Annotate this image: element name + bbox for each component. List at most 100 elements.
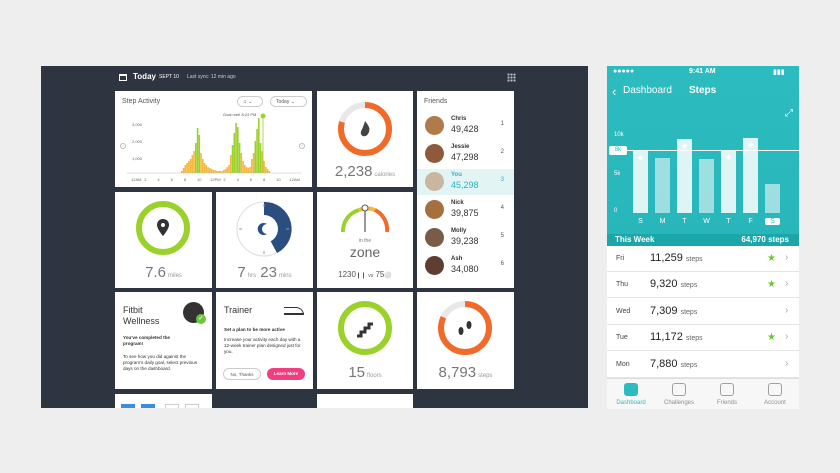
hourly-bar <box>193 151 195 173</box>
tab-friends[interactable]: Friends <box>703 379 751 409</box>
no-thanks-button[interactable]: No, Thanks <box>223 368 261 380</box>
hourly-bar <box>265 167 267 173</box>
day-label: F <box>748 218 753 225</box>
partial-card[interactable] <box>317 394 413 408</box>
steps-card[interactable]: 8,793 steps <box>417 292 514 389</box>
floors-number: 15 <box>348 364 365 381</box>
friend-row[interactable]: You 45,298 3 <box>417 169 514 195</box>
tab-label: Dashboard <box>616 400 646 406</box>
hourly-bar <box>223 170 225 173</box>
wellness-card[interactable]: Fitbit Wellness ✓ You've completed the p… <box>115 292 212 389</box>
hourly-bar <box>256 129 258 173</box>
step-activity-card[interactable]: Step Activity ♫ ⌄ Today ⌄ Goal met! 8:24… <box>115 91 312 187</box>
floors-card[interactable]: 15 floors <box>317 292 413 389</box>
tab-challenges[interactable]: Challenges <box>655 379 703 409</box>
zone-left-value: 1230 <box>338 270 356 279</box>
partial-card[interactable] <box>115 394 212 408</box>
zone-card[interactable]: in the zone 1230❙❙ vs 75⚪ <box>317 192 413 288</box>
day-bar[interactable] <box>655 157 670 213</box>
tab-bar: Dashboard Challenges Friends Account <box>607 378 799 409</box>
trainer-card[interactable]: Trainer Set a plan to be more active Inc… <box>216 292 313 389</box>
hourly-bar <box>242 161 244 173</box>
hourly-bar <box>200 153 202 173</box>
friends-card[interactable]: Friends Chris 49,428 1 Jessie 47,298 2 You 45,2… <box>417 91 514 288</box>
hourly-bar <box>224 169 227 173</box>
chart-next-button[interactable]: › <box>299 143 305 149</box>
zone-vs: vs <box>368 273 374 279</box>
friend-row[interactable]: Molly 39,238 5 <box>417 225 514 251</box>
day-bar[interactable] <box>765 184 780 213</box>
day-bar[interactable] <box>633 150 648 213</box>
day-row[interactable]: Thu 9,320 steps ★ › <box>607 272 799 299</box>
learn-more-button[interactable]: Learn More <box>267 368 305 380</box>
day-bar[interactable] <box>721 149 736 213</box>
calendar-icon[interactable] <box>119 74 127 81</box>
shoe-icon <box>284 307 304 315</box>
sleep-minutes: 23 <box>260 264 277 281</box>
row-steps: 11,172 <box>650 331 683 344</box>
friend-row[interactable]: Ash 34,080 6 <box>417 253 514 279</box>
phone-app: ●●●●● 9:41 AM ▮▮▮ ‹ Dashboard Steps ⤢ 10… <box>607 66 799 409</box>
hourly-bar <box>219 171 222 173</box>
steps-ring <box>438 301 492 355</box>
fork-knife-icon: ❙❙ <box>355 273 366 279</box>
x-tick: 8 <box>183 177 187 182</box>
day-row[interactable]: Mon 7,880 steps › <box>607 352 799 378</box>
hourly-bar <box>209 168 211 173</box>
row-day: Mon <box>616 360 630 368</box>
sleep-card[interactable]: 7 hrs 23 mins <box>216 192 313 288</box>
zone-right-value: 75 <box>375 270 385 279</box>
hourly-bar <box>233 133 236 173</box>
check-icon: ✓ <box>196 314 206 324</box>
day-bar[interactable] <box>699 159 714 213</box>
friend-rank: 5 <box>500 233 504 239</box>
calories-card[interactable]: 2,238 calories <box>317 91 413 187</box>
day-label: S <box>638 218 643 225</box>
trainer-title: Trainer <box>224 305 253 315</box>
hourly-bar <box>235 123 237 173</box>
distance-card[interactable]: 7.6 miles <box>115 192 212 288</box>
signal-icon: ●●●●● <box>613 68 635 75</box>
sleep-hours: 7 <box>237 264 246 281</box>
tab-account[interactable]: Account <box>751 379 799 409</box>
sleep-minutes-unit: mins <box>278 273 292 279</box>
day-row[interactable]: Tue 11,172 steps ★ › <box>607 325 799 352</box>
chevron-right-icon: › <box>785 252 789 263</box>
avatar <box>425 172 444 191</box>
friend-row[interactable]: Nick 39,875 4 <box>417 197 514 223</box>
back-chevron-icon[interactable]: ‹ <box>612 84 617 99</box>
tab-dashboard[interactable]: Dashboard <box>607 379 655 409</box>
hourly-bar <box>212 170 215 173</box>
friend-rank: 2 <box>500 149 504 155</box>
chart-prev-button[interactable]: ‹ <box>120 143 126 149</box>
day-row[interactable]: Fri 11,259 steps ★ › <box>607 246 799 272</box>
row-value: 7,309 steps <box>650 305 697 317</box>
floors-unit: floors <box>367 373 382 379</box>
hourly-bar <box>254 141 257 173</box>
row-value: 11,172 steps <box>650 331 703 343</box>
expand-icon[interactable]: ⤢ <box>785 108 793 119</box>
goal-star-icon: ★ <box>767 253 776 264</box>
wellness-body: To see how you did against the program's… <box>123 354 198 371</box>
floors-value: 15 floors <box>317 364 413 381</box>
day-row[interactable]: Wed 7,309 steps › <box>607 299 799 325</box>
friend-row[interactable]: Chris 49,428 1 <box>417 113 514 139</box>
tab-label: Challenges <box>663 400 695 406</box>
this-week-bar: This Week 64,970 steps <box>607 234 799 246</box>
floors-ring <box>338 301 392 355</box>
day-bar[interactable] <box>677 139 692 213</box>
today-label[interactable]: Today <box>133 72 156 81</box>
back-button[interactable]: Dashboard <box>623 85 672 96</box>
metric-dropdown[interactable]: ♫ ⌄ <box>237 96 263 107</box>
zone-label: zone <box>349 244 381 260</box>
day-bar[interactable] <box>743 138 758 213</box>
flame-icon <box>360 121 370 137</box>
apps-grid-icon[interactable] <box>507 73 516 82</box>
range-dropdown[interactable]: Today ⌄ <box>270 96 307 107</box>
hourly-bar <box>184 165 187 173</box>
x-tick: 10 <box>197 177 202 182</box>
x-tick: 12AM <box>289 177 300 182</box>
sleep-clock <box>236 201 292 257</box>
wellness-badge-icon: ✓ <box>183 302 206 324</box>
friend-row[interactable]: Jessie 47,298 2 <box>417 141 514 167</box>
